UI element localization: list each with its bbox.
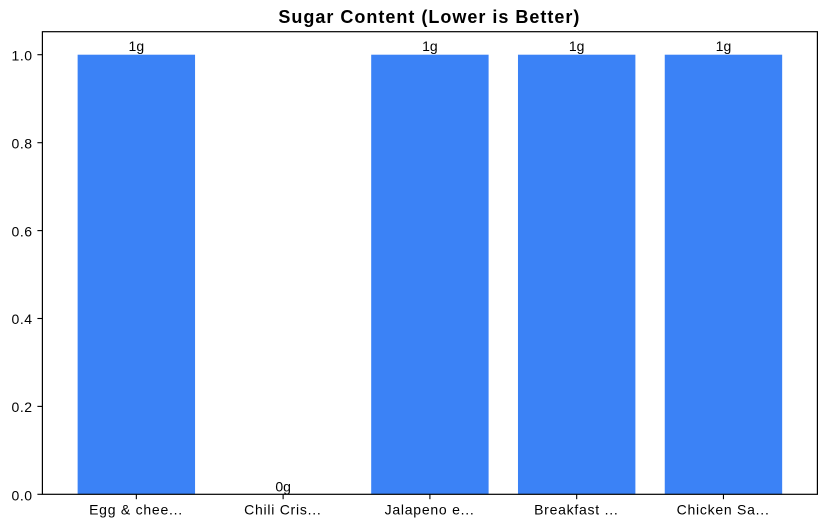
svg-text:1g: 1g (129, 38, 145, 54)
svg-text:0.4: 0.4 (12, 311, 33, 327)
svg-text:0.6: 0.6 (12, 223, 33, 239)
svg-text:Jalapeno e...: Jalapeno e... (385, 502, 475, 518)
svg-text:Chili Cris...: Chili Cris... (244, 502, 321, 518)
svg-text:1g: 1g (422, 38, 438, 54)
svg-text:Chicken Sa...: Chicken Sa... (677, 502, 770, 518)
svg-text:Breakfast ...: Breakfast ... (534, 502, 618, 518)
svg-text:0.2: 0.2 (12, 399, 33, 415)
svg-text:0.8: 0.8 (12, 135, 33, 151)
svg-text:0.0: 0.0 (12, 487, 33, 503)
svg-text:1.0: 1.0 (12, 48, 33, 64)
svg-text:1g: 1g (569, 38, 585, 54)
svg-text:0g: 0g (275, 478, 291, 494)
svg-text:1g: 1g (716, 38, 732, 54)
svg-text:Egg & chee...: Egg & chee... (89, 502, 183, 518)
svg-text:Sugar Content (Lower is Better: Sugar Content (Lower is Better) (278, 7, 580, 27)
